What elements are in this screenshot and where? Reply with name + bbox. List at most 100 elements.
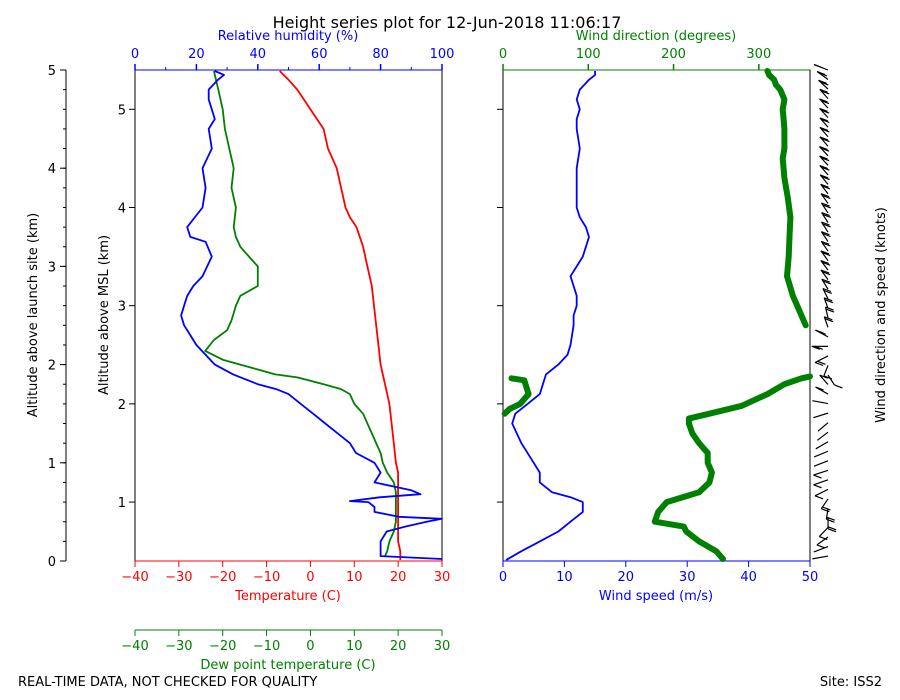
temp-tick-label: 30 xyxy=(434,570,451,585)
temp-tick-label: −10 xyxy=(253,570,280,585)
wind-barb-flag xyxy=(820,183,829,188)
temp-tick-label: 10 xyxy=(346,570,363,585)
dew-axis-label: Dew point temperature (C) xyxy=(200,658,375,673)
wind-barb xyxy=(820,221,829,233)
wind-barb xyxy=(812,400,829,405)
wind-barb-flag xyxy=(822,213,832,218)
wind-barb-flag xyxy=(816,544,826,549)
wind-barb xyxy=(827,374,835,386)
wind-barb-flag xyxy=(814,495,824,500)
wind-barb-flag xyxy=(819,88,829,93)
wind-barb xyxy=(822,288,829,300)
rh-tick-label: 20 xyxy=(188,47,205,62)
wind-barb-flag xyxy=(825,308,835,313)
chart-title: Height series plot for 12-Jun-2018 11:06… xyxy=(273,13,622,32)
wind-barb-flag xyxy=(813,484,822,489)
launch-site-axis: 0 1 2 3 4 5 Altitude above launch site (km) xyxy=(26,64,67,570)
wind-direction-line xyxy=(764,68,809,329)
wind-barb-flag xyxy=(821,231,830,236)
wind-barb xyxy=(813,545,829,553)
wind-direction-tick-label: 100 xyxy=(576,47,601,62)
quality-disclaimer: REAL-TIME DATA, NOT CHECKED FOR QUALITY xyxy=(18,675,317,690)
wind-barb xyxy=(814,355,829,364)
wind-barb xyxy=(819,88,829,99)
dew-tick-label: −20 xyxy=(209,639,236,654)
dew-tick-label: 0 xyxy=(306,639,314,654)
wind-barb-flag xyxy=(821,90,830,95)
wind-barb-flag xyxy=(821,118,830,124)
msl-tick-label: 4 xyxy=(118,201,126,216)
launch-site-tick-label: 4 xyxy=(48,162,56,177)
rh-tick-label: 100 xyxy=(430,47,455,62)
launch-site-tick-label: 3 xyxy=(48,260,56,275)
wind-barb-flag xyxy=(819,126,829,131)
wind-barb-flag xyxy=(821,261,831,266)
temp-tick-label: −40 xyxy=(121,570,148,585)
wind-barb-flag xyxy=(820,81,829,86)
wind-barb-flag xyxy=(822,194,831,199)
wind-barb-flag xyxy=(814,345,823,350)
wind-direction-line xyxy=(651,373,813,562)
wind-barb-flag xyxy=(818,79,827,84)
launch-site-tick-label: 0 xyxy=(48,555,56,570)
wind-barb-flag xyxy=(821,138,830,143)
wind-barb-flag xyxy=(821,176,830,181)
wind-barb xyxy=(819,374,829,385)
wind-barb-flag xyxy=(821,185,831,190)
wind-barb xyxy=(823,316,829,328)
dew-tick-label: 20 xyxy=(390,639,407,654)
rh-tick-label: 0 xyxy=(131,47,139,62)
wind-barb xyxy=(813,450,829,458)
wind-barb xyxy=(812,555,829,560)
wind-barb xyxy=(824,306,829,318)
wind-speed-tick-label: 0 xyxy=(499,570,507,585)
wind-barb xyxy=(813,469,829,476)
wind-barb-flag xyxy=(820,240,830,245)
wind-barb-flag xyxy=(816,70,826,76)
wind-barb-flag xyxy=(819,98,828,103)
wind-barb xyxy=(820,202,829,214)
wind-speed-line xyxy=(505,71,596,561)
wind-barb-flag xyxy=(821,128,830,133)
dew-tick-label: 30 xyxy=(434,639,451,654)
dew-tick-label: −40 xyxy=(121,639,148,654)
wind-direction-tick-label: 300 xyxy=(746,47,771,62)
wind-barb xyxy=(820,269,829,281)
wind-barb-flag xyxy=(821,508,830,513)
wind-barb xyxy=(816,431,829,441)
wind-barb-flag xyxy=(820,250,830,255)
wind-barb xyxy=(817,422,829,432)
wind-barb-flag xyxy=(813,64,823,69)
wind-barb-flag xyxy=(824,299,834,304)
wind-barb-flag xyxy=(820,109,830,114)
msl-axis-label: Altitude above MSL (km) xyxy=(97,235,112,395)
wind-barb xyxy=(819,127,829,138)
msl-tick-label: 2 xyxy=(118,398,126,413)
wind-barb xyxy=(819,98,829,109)
wind-barb xyxy=(820,260,829,271)
dew-tick-label: −10 xyxy=(253,639,280,654)
wind-barb-flag xyxy=(822,287,832,293)
wind-barb xyxy=(816,536,829,546)
wind-barb-flag xyxy=(820,193,830,198)
wind-barb-flag xyxy=(822,252,831,257)
wind-barb xyxy=(813,479,829,486)
temp-tick-label: −30 xyxy=(165,570,192,585)
wind-barb-flag xyxy=(819,374,829,379)
wind-barb-flag xyxy=(826,516,835,521)
rh-tick-label: 60 xyxy=(311,47,328,62)
wind-barb xyxy=(820,250,829,261)
wind-barb xyxy=(819,107,829,119)
wind-panel: 0 100 200 300 Wind direction (degrees) 0 10 2… xyxy=(497,29,818,604)
temp-tick-label: 0 xyxy=(306,570,314,585)
wind-barb-flag xyxy=(823,297,833,302)
wind-speed-tick-label: 20 xyxy=(618,570,635,585)
wind-barb-flag xyxy=(818,72,828,77)
wind-barb-flag xyxy=(820,147,830,152)
site-label: Site: ISS2 xyxy=(820,675,882,690)
wind-barb-flag xyxy=(822,280,832,285)
relative-humidity-line xyxy=(180,70,443,560)
wind-barb-flag xyxy=(824,316,833,321)
wind-barb-flag xyxy=(814,361,824,367)
dew-tick-label: −30 xyxy=(165,639,192,654)
